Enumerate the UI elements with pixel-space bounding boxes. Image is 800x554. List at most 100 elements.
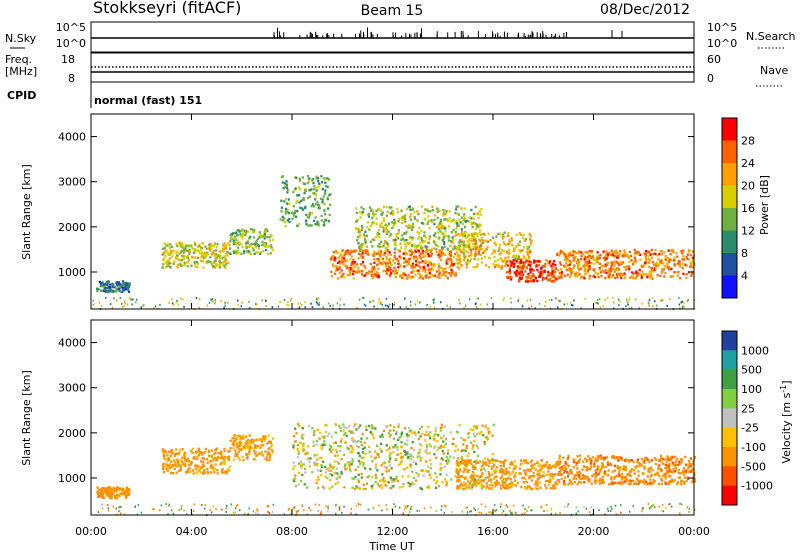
echo-cell <box>262 437 265 440</box>
echo-cell <box>636 458 640 461</box>
echo-cell <box>654 262 657 266</box>
speckle-cell <box>369 300 372 303</box>
echo-cell <box>575 463 578 467</box>
echo-cell <box>385 470 388 473</box>
speckle-cell <box>669 298 671 301</box>
echo-cell <box>470 208 473 212</box>
y-tick-label: 2000 <box>58 221 86 234</box>
echo-cell <box>614 276 617 280</box>
echo-cell <box>175 242 178 246</box>
echo-cell <box>580 477 583 481</box>
echo-cell <box>354 265 357 268</box>
echo-cell <box>209 466 212 469</box>
echo-cell <box>306 445 309 448</box>
echo-cell <box>534 260 537 263</box>
speckle-cell <box>594 301 597 304</box>
echo-cell <box>232 444 235 447</box>
echo-cell <box>387 448 390 451</box>
echo-cell <box>301 427 304 430</box>
echo-cell <box>627 459 630 462</box>
echo-cell <box>443 425 446 428</box>
echo-cell <box>125 486 128 489</box>
echo-cell <box>539 486 542 489</box>
echo-cell <box>545 479 548 483</box>
echo-cell <box>185 470 188 473</box>
echo-cell <box>387 431 390 435</box>
echo-cell <box>584 457 587 460</box>
echo-cell <box>460 456 463 460</box>
speckle-cell <box>176 300 178 302</box>
echo-cell <box>220 456 223 459</box>
echo-cell <box>439 230 442 233</box>
echo-cell <box>237 444 240 447</box>
echo-cell <box>480 207 483 211</box>
echo-cell <box>321 181 324 184</box>
echo-cell <box>400 276 404 279</box>
echo-cell <box>476 224 479 227</box>
echo-cell <box>580 254 583 258</box>
echo-cell <box>479 229 482 232</box>
echo-cell <box>488 479 491 482</box>
echo-cell <box>293 435 296 438</box>
echo-cell <box>509 478 513 481</box>
echo-cell <box>201 242 204 245</box>
echo-cell <box>97 493 100 497</box>
echo-cell <box>603 458 606 461</box>
echo-cell <box>633 472 636 475</box>
echo-cell <box>463 476 466 480</box>
echo-cell <box>651 482 654 485</box>
echo-cell <box>424 433 427 437</box>
echo-cell <box>184 464 187 468</box>
echo-cell <box>508 486 511 489</box>
echo-cell <box>521 462 524 465</box>
echo-cell <box>384 479 387 483</box>
echo-cell <box>552 464 555 467</box>
echo-cell <box>479 213 482 216</box>
echo-cell <box>678 460 681 463</box>
echo-cell <box>337 277 340 280</box>
echo-cell <box>583 277 586 280</box>
echo-cell <box>676 262 679 265</box>
echo-cell <box>644 457 647 460</box>
echo-cell <box>330 445 333 449</box>
echo-cell <box>471 477 474 480</box>
speckle-cell <box>241 301 243 304</box>
echo-cell <box>376 469 379 472</box>
echo-cell <box>339 271 342 274</box>
echo-cell <box>421 249 425 253</box>
echo-cell <box>446 247 449 250</box>
echo-cell <box>269 440 272 444</box>
speckle-cell <box>660 299 662 302</box>
echo-cell <box>408 427 411 430</box>
echo-cell <box>202 460 205 464</box>
echo-cell <box>410 248 413 252</box>
echo-cell <box>191 469 194 472</box>
echo-cell <box>643 465 646 468</box>
echo-cell <box>371 210 375 213</box>
echo-cell <box>211 466 214 469</box>
echo-cell <box>196 471 199 474</box>
echo-cell <box>394 247 397 250</box>
cpid-label: CPID <box>7 89 36 102</box>
echo-cell <box>385 448 388 452</box>
echo-cell <box>455 470 458 473</box>
echo-cell <box>468 246 471 250</box>
echo-cell <box>413 210 416 214</box>
echo-cell <box>663 251 666 254</box>
echo-cell <box>176 462 180 465</box>
echo-cell <box>161 448 164 451</box>
echo-cell <box>584 260 587 263</box>
echo-cell <box>502 484 505 488</box>
echo-cell <box>404 453 407 456</box>
echo-cell <box>294 427 297 430</box>
echo-cell <box>243 444 246 448</box>
echo-cell <box>536 260 539 263</box>
echo-cell <box>393 251 396 254</box>
echo-cell <box>244 442 247 445</box>
echo-cell <box>360 472 363 476</box>
echo-cell <box>403 257 406 260</box>
echo-cell <box>381 211 384 214</box>
echo-cell <box>161 247 164 250</box>
echo-cell <box>666 256 670 260</box>
echo-cell <box>505 472 509 475</box>
